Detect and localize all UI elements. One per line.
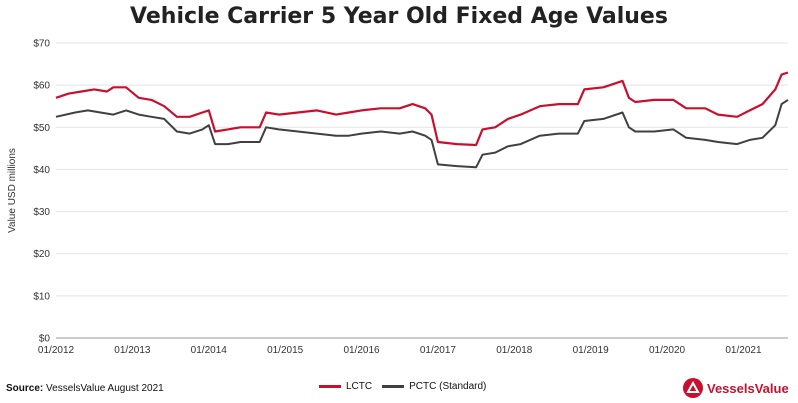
x-tick-label: 01/2018 [496, 345, 533, 356]
legend-label-lctc: LCTC [346, 381, 373, 392]
x-tick-label: 01/2019 [573, 345, 610, 356]
y-tick-label: $60 [33, 81, 50, 92]
x-tick-label: 01/2015 [267, 345, 304, 356]
x-tick-label: 01/2016 [343, 345, 380, 356]
legend: LCTC PCTC (Standard) [319, 381, 496, 392]
x-tick-label: 01/2021 [725, 345, 762, 356]
chart-title: Vehicle Carrier 5 Year Old Fixed Age Val… [130, 4, 668, 29]
x-tick-label: 01/2012 [38, 345, 75, 356]
source-text: VesselsValue August 2021 [46, 383, 164, 394]
y-tick-label: $20 [33, 249, 50, 260]
y-tick-label: $0 [39, 334, 51, 345]
y-tick-label: $40 [33, 165, 50, 176]
x-tick-label: 01/2014 [191, 345, 228, 356]
x-tick-label: 01/2013 [114, 345, 151, 356]
y-axis-label: Value USD millions [7, 148, 18, 233]
legend-swatch-pctc [382, 385, 405, 388]
legend-swatch-lctc [319, 385, 341, 388]
x-tick-label: 01/2017 [420, 345, 457, 356]
vesselsvalue-logo-icon [683, 378, 703, 398]
series-line-pctc [55, 99, 789, 169]
y-tick-label: $10 [33, 291, 50, 302]
legend-label-pctc: PCTC (Standard) [409, 381, 487, 392]
legend-item-lctc: LCTC [319, 381, 372, 392]
series-line-lctc [55, 71, 789, 147]
brand-logo: VesselsValue [683, 378, 789, 398]
brand-name: VesselsValue [707, 380, 789, 396]
y-tick-label: $50 [33, 123, 50, 134]
source-label: Source: [6, 383, 44, 394]
legend-item-pctc: PCTC (Standard) [382, 381, 486, 392]
x-tick-label: 01/2020 [649, 345, 686, 356]
y-tick-label: $70 [33, 39, 50, 50]
y-tick-label: $30 [33, 207, 50, 218]
source-note: Source: VesselsValue August 2021 [6, 383, 164, 394]
